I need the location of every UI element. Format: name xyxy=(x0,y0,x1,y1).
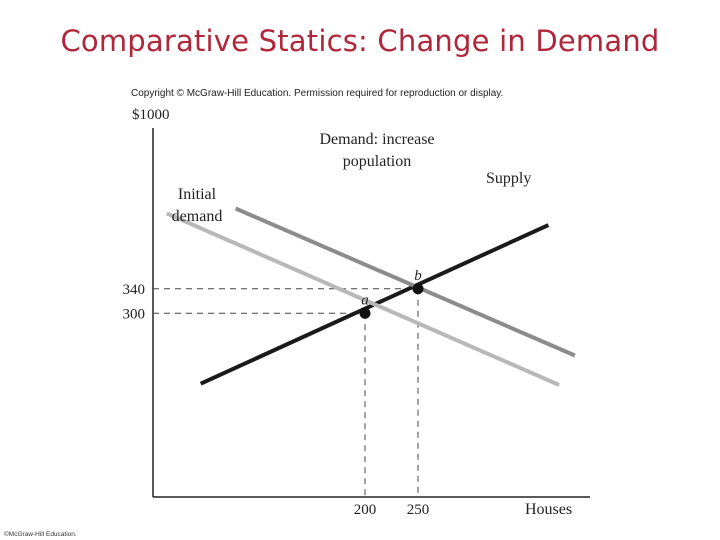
increased-demand-curve xyxy=(234,206,576,358)
y-tick-label: 300 xyxy=(123,306,146,322)
curves xyxy=(165,206,576,387)
x-tick-label: 250 xyxy=(407,502,430,518)
curve-labels: Supply Initial demand Demand: increase popul… xyxy=(172,131,532,225)
footer-credit: ©McGraw-Hill Education. xyxy=(4,531,77,538)
equilibrium-points: ab xyxy=(359,268,424,319)
equilibrium-label-b: b xyxy=(414,268,422,284)
x-tick-label: 200 xyxy=(354,502,377,518)
y-tick-label: 340 xyxy=(123,282,146,298)
x-axis-label: Houses xyxy=(525,501,572,518)
initial-demand-label: Initial demand xyxy=(172,186,223,225)
equilibrium-point-b xyxy=(412,283,424,295)
equilibrium-point-a xyxy=(359,307,371,319)
y-axis-top-label: $1000 xyxy=(132,107,170,123)
increased-demand-label: Demand: increase population xyxy=(319,131,434,170)
slide-title: Comparative Statics: Change in Demand xyxy=(60,24,660,58)
tick-labels: 340 300 200 250 xyxy=(123,282,430,518)
guide-lines xyxy=(153,288,419,497)
copyright-notice: Copyright © McGraw-Hill Education. Permi… xyxy=(131,88,504,99)
equilibrium-label-a: a xyxy=(361,292,369,308)
supply-label: Supply xyxy=(486,170,531,187)
initial-demand-curve xyxy=(165,211,560,387)
